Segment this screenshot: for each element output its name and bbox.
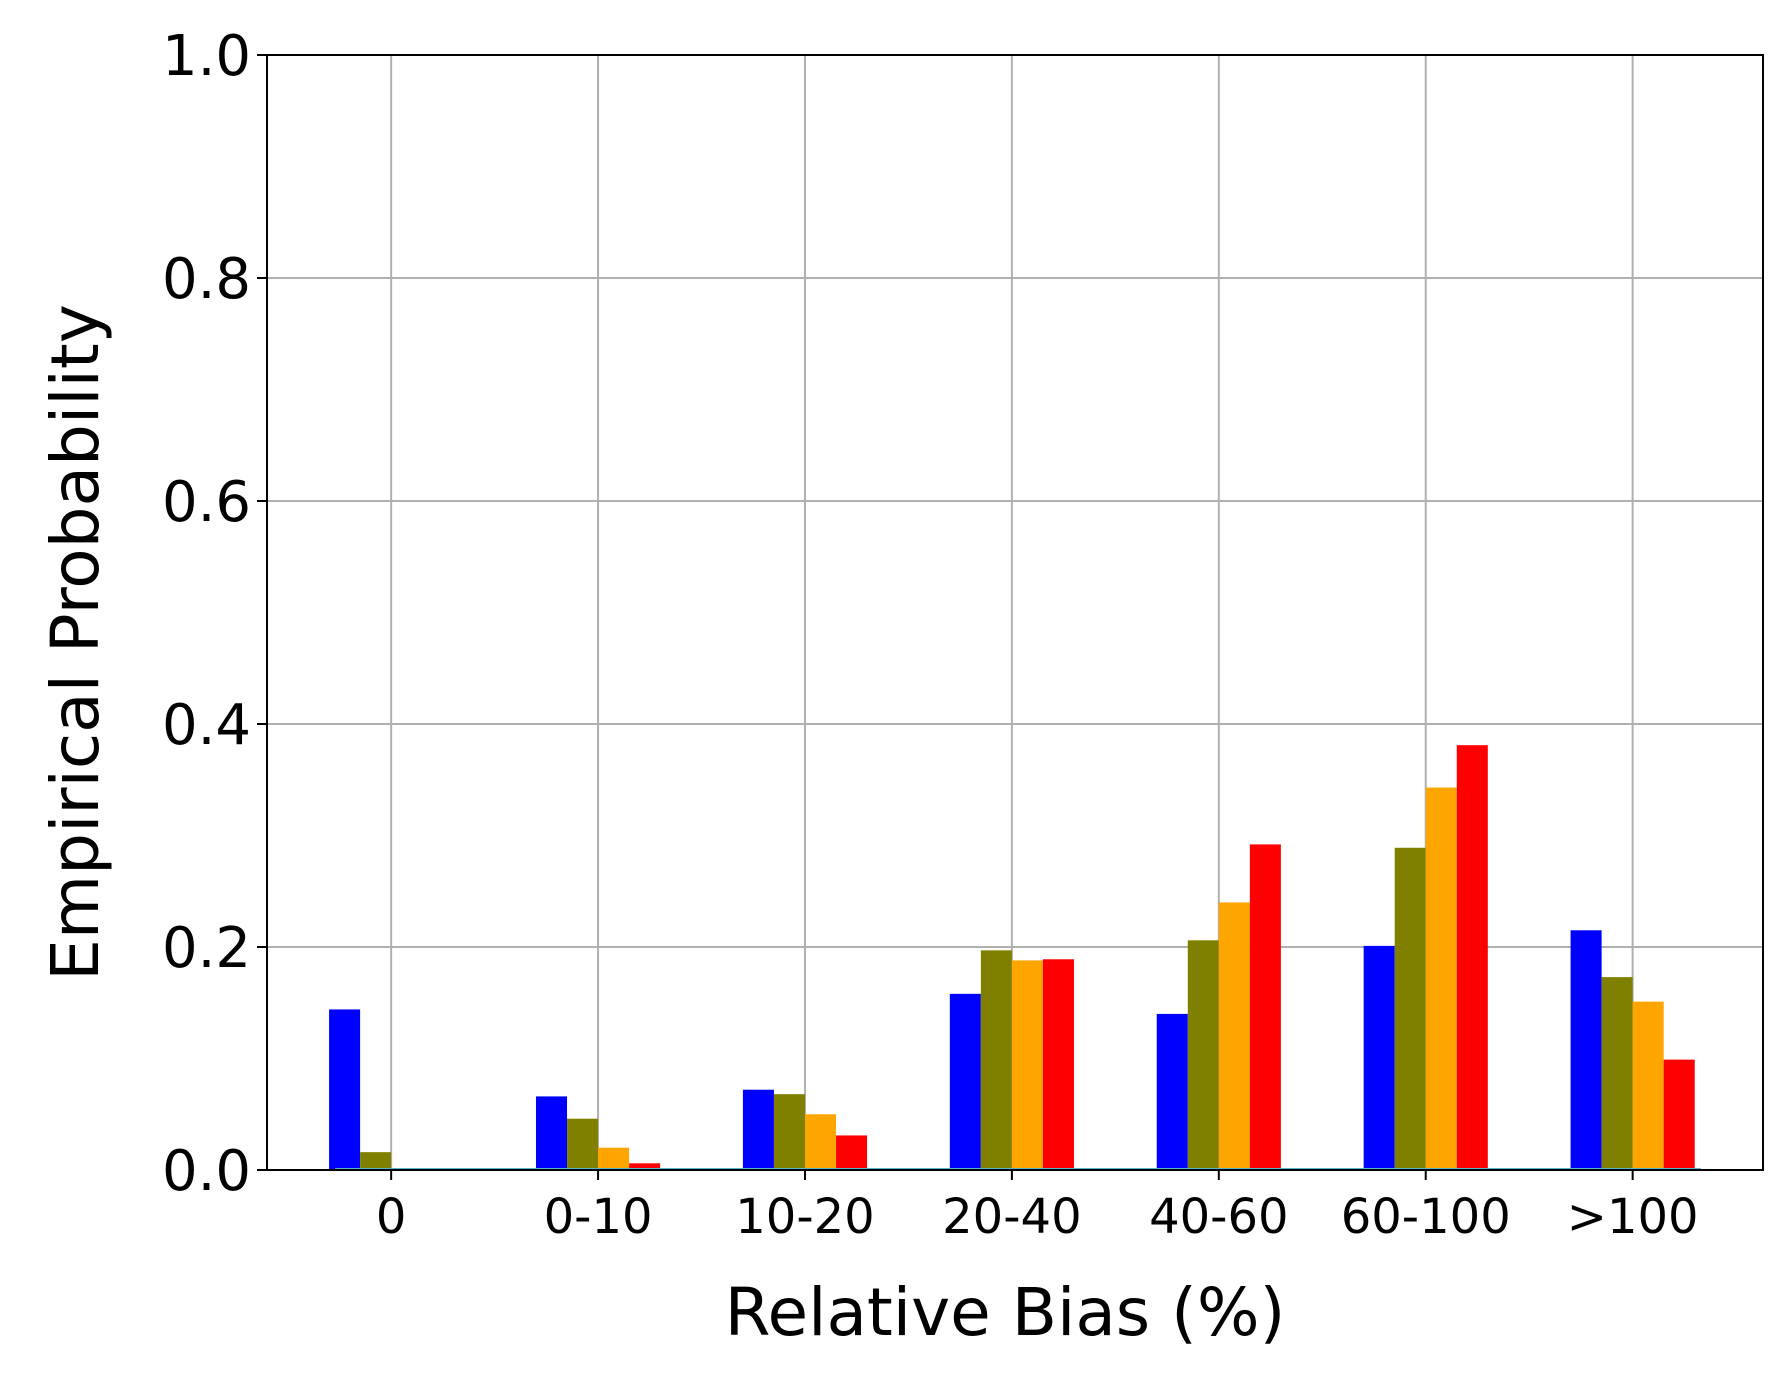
bar	[1156, 1013, 1188, 1170]
y-tick-label: 1.0	[162, 24, 251, 89]
bar	[742, 1089, 774, 1170]
bar	[1394, 847, 1426, 1170]
bar	[598, 1147, 630, 1170]
bar	[773, 1094, 805, 1170]
x-tick-label: 20-40	[942, 1189, 1081, 1245]
y-tick-label: 0.4	[162, 693, 251, 758]
bar	[1425, 787, 1457, 1170]
bar	[629, 1163, 661, 1170]
y-tick-label: 0.2	[162, 916, 251, 981]
y-tick-label: 0.0	[162, 1139, 251, 1204]
bar	[329, 1009, 361, 1170]
x-tick-label: 10-20	[735, 1189, 874, 1245]
x-tick-label: >100	[1567, 1189, 1699, 1245]
bar	[1570, 930, 1602, 1170]
bar	[1042, 959, 1074, 1170]
bar	[1601, 977, 1633, 1170]
x-tick-label: 40-60	[1149, 1189, 1288, 1245]
bar	[1011, 960, 1043, 1170]
x-tick-label: 0	[376, 1189, 407, 1245]
bar	[1663, 1059, 1695, 1170]
bar	[360, 1152, 392, 1170]
bar	[949, 993, 981, 1170]
bar	[1218, 902, 1250, 1170]
bar	[1249, 844, 1281, 1170]
bar	[1456, 745, 1488, 1170]
bar	[980, 950, 1012, 1170]
bar	[836, 1135, 868, 1170]
y-tick-label: 0.8	[162, 247, 251, 312]
bar	[567, 1118, 599, 1170]
x-tick-label: 0-10	[544, 1189, 653, 1245]
y-tick-label: 0.6	[162, 470, 251, 535]
x-axis: 0 0-10 10-20 20-40 40-60 60-100 >100	[376, 1170, 1699, 1245]
bar	[1632, 1001, 1664, 1170]
plot-frame	[266, 54, 1764, 1171]
bars	[329, 745, 1695, 1170]
bar	[804, 1114, 837, 1170]
bar	[1363, 945, 1395, 1170]
bar	[1187, 940, 1219, 1170]
x-tick-label: 60-100	[1341, 1189, 1511, 1245]
x-axis-title: Relative Bias (%)	[725, 1274, 1286, 1351]
bar	[535, 1096, 568, 1170]
y-axis: 0.0 0.2 0.4 0.6 0.8 1.0	[162, 24, 267, 1204]
y-axis-title: Empirical Probability	[37, 304, 114, 981]
